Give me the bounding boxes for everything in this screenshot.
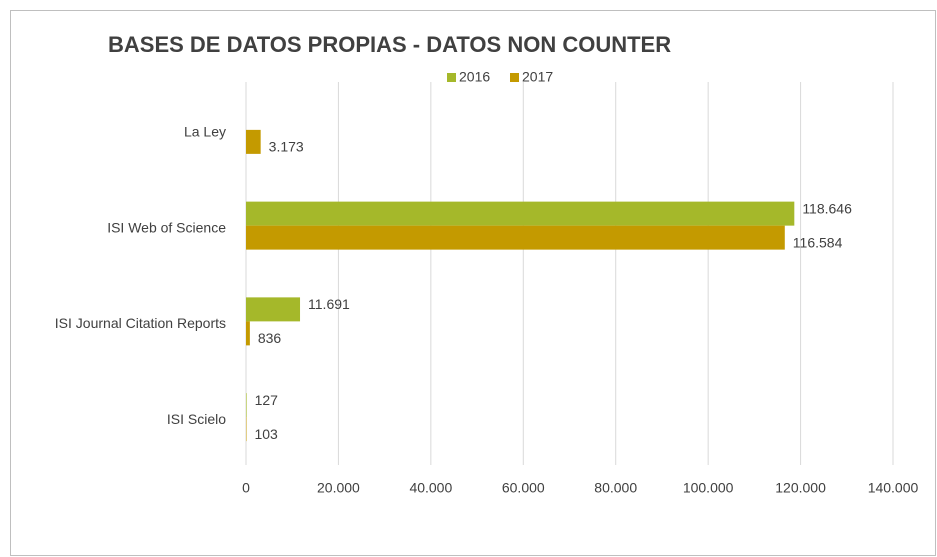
y-tick-label: ISI Web of Science <box>107 219 226 235</box>
legend-label: 2017 <box>522 69 553 85</box>
bar <box>246 129 261 154</box>
data-label: 127 <box>255 392 279 408</box>
bar <box>246 321 250 346</box>
data-label: 3.173 <box>269 139 304 155</box>
y-tick-label: ISI Journal Citation Reports <box>55 315 226 331</box>
bar <box>246 201 795 226</box>
x-tick-label: 140.000 <box>868 480 919 496</box>
chart-title: BASES DE DATOS PROPIAS - DATOS NON COUNT… <box>108 32 671 57</box>
data-label: 116.584 <box>793 234 843 250</box>
y-tick-label: La Ley <box>184 124 226 140</box>
data-label: 118.646 <box>802 200 852 216</box>
legend-label: 2016 <box>459 69 490 85</box>
x-tick-label: 40.000 <box>409 480 452 496</box>
y-tick-label: ISI Scielo <box>167 411 226 427</box>
data-label: 11.691 <box>308 296 350 312</box>
bar <box>246 297 301 322</box>
bar <box>246 393 247 418</box>
x-tick-label: 80.000 <box>594 480 637 496</box>
x-tick-label: 120.000 <box>775 480 826 496</box>
x-tick-label: 20.000 <box>317 480 360 496</box>
bar <box>246 225 785 250</box>
legend-swatch <box>510 73 519 82</box>
data-label: 836 <box>258 330 282 346</box>
data-label: 103 <box>254 426 278 442</box>
x-tick-label: 60.000 <box>502 480 545 496</box>
x-tick-label: 0 <box>242 480 250 496</box>
x-tick-label: 100.000 <box>683 480 734 496</box>
chart-border <box>10 10 936 556</box>
legend-swatch <box>447 73 456 82</box>
